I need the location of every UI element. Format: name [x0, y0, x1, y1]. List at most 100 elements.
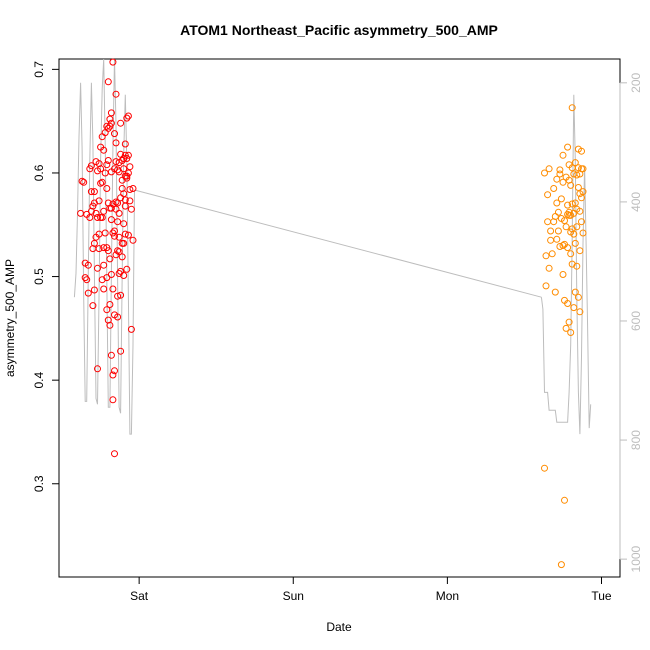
data-point	[127, 325, 135, 333]
data-point	[565, 318, 573, 326]
data-point	[578, 194, 585, 202]
data-point	[98, 276, 106, 284]
data-point	[571, 239, 579, 247]
data-point	[98, 214, 106, 221]
data-point	[126, 163, 134, 171]
data-point	[115, 248, 123, 256]
data-point	[548, 250, 556, 258]
data-point	[564, 143, 572, 151]
data-point	[574, 164, 582, 172]
data-point	[551, 288, 559, 296]
data-point	[126, 186, 134, 193]
data-point	[89, 302, 97, 310]
data-point	[576, 207, 584, 215]
data-point	[574, 184, 582, 191]
data-point	[123, 114, 131, 122]
data-point	[98, 133, 106, 141]
data-point	[117, 291, 125, 299]
y-tick-label: 0.5	[32, 268, 46, 285]
data-point	[544, 218, 552, 226]
data-point	[553, 175, 561, 183]
data-point	[564, 300, 572, 307]
data-point	[550, 185, 558, 192]
data-point	[571, 159, 579, 167]
y2-tick-label: 1000	[629, 545, 643, 572]
data-point	[573, 262, 581, 270]
data-point	[92, 209, 100, 217]
data-point	[87, 188, 95, 196]
data-point	[115, 233, 123, 241]
data-point	[86, 214, 94, 221]
data-point	[559, 242, 567, 249]
data-point	[570, 230, 578, 238]
data-point	[559, 178, 567, 186]
data-point	[564, 210, 572, 218]
data-point	[559, 151, 567, 159]
data-point	[120, 239, 128, 247]
data-point	[84, 289, 92, 297]
data-point	[103, 185, 111, 192]
data-point	[100, 207, 108, 215]
data-point	[556, 170, 564, 178]
data-point	[103, 306, 111, 314]
data-point	[90, 239, 98, 247]
data-point	[567, 250, 575, 258]
data-point	[117, 347, 125, 355]
data-point	[100, 285, 108, 293]
x-axis-label: Date	[326, 620, 352, 634]
x-tick-label: Sat	[130, 589, 149, 603]
data-point	[573, 171, 581, 179]
y-tick-label: 0.6	[32, 164, 46, 181]
data-point	[80, 178, 88, 186]
data-point	[554, 208, 562, 216]
data-point	[123, 265, 131, 273]
y2-tick-label: 600	[629, 311, 643, 331]
data-point	[81, 274, 89, 282]
data-point	[111, 367, 118, 375]
secondary-line-layer	[73, 58, 592, 435]
data-point	[84, 261, 92, 269]
data-point	[553, 235, 561, 243]
data-point	[576, 247, 584, 255]
data-point	[556, 166, 564, 174]
secondary-line-segment-2	[540, 94, 592, 435]
data-point	[112, 90, 120, 98]
data-point	[542, 282, 550, 290]
data-point	[124, 112, 132, 120]
data-point	[121, 196, 129, 204]
data-point	[111, 130, 118, 138]
data-point	[90, 286, 98, 294]
data-point	[547, 236, 555, 244]
secondary-line-segment-1	[134, 189, 542, 298]
data-point	[120, 165, 128, 173]
secondary-line-segment-0	[73, 58, 135, 435]
data-point	[121, 151, 129, 159]
data-point	[114, 247, 122, 255]
data-point	[94, 365, 101, 373]
data-point	[101, 229, 109, 237]
data-point	[107, 351, 115, 359]
data-point	[120, 220, 128, 228]
data-point	[107, 109, 115, 117]
data-point	[117, 267, 125, 275]
data-point	[104, 157, 112, 164]
data-point	[545, 264, 553, 272]
data-point	[545, 165, 553, 173]
data-point	[114, 199, 122, 207]
data-point	[541, 464, 548, 472]
chart-title: ATOM1 Northeast_Pacific asymmetry_500_AM…	[180, 22, 498, 38]
data-point	[568, 200, 576, 208]
data-point	[109, 396, 117, 404]
data-point	[114, 313, 122, 321]
y2-axis: 200 400 600 800 1000	[619, 72, 643, 572]
data-point	[557, 195, 565, 203]
data-point	[561, 217, 568, 225]
data-point	[111, 232, 118, 240]
data-point	[544, 191, 552, 199]
data-point	[94, 214, 101, 221]
data-point	[124, 231, 132, 239]
data-point	[562, 324, 570, 332]
data-point	[561, 496, 568, 504]
